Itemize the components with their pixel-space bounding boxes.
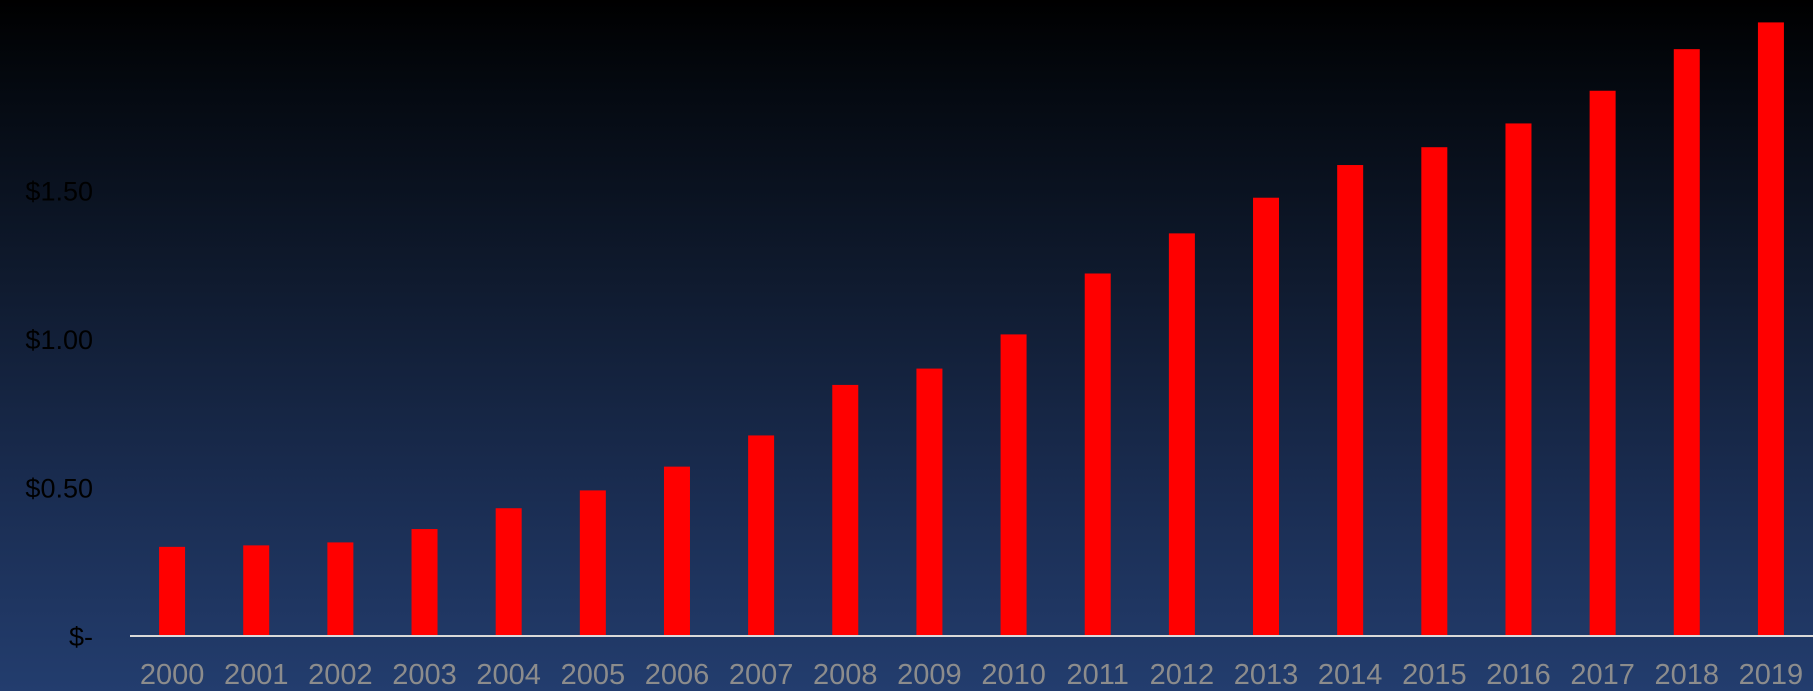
x-tick-label: 2000 <box>140 659 205 691</box>
bar <box>1757 22 1784 636</box>
x-tick-label: 2015 <box>1402 659 1467 691</box>
x-tick-label: 2007 <box>729 659 794 691</box>
bar <box>1421 147 1448 636</box>
bar <box>495 508 522 636</box>
x-tick-label: 2012 <box>1150 659 1215 691</box>
x-tick-label: 2002 <box>308 659 373 691</box>
x-tick-label: 2010 <box>981 659 1046 691</box>
x-tick-label: 2003 <box>392 659 457 691</box>
bar <box>1337 165 1364 636</box>
x-tick-label: 2016 <box>1486 659 1551 691</box>
x-tick-label: 2009 <box>897 659 962 691</box>
bar <box>832 384 859 636</box>
bar <box>243 545 270 636</box>
x-tick-label: 2019 <box>1739 659 1804 691</box>
x-tick-label: 2013 <box>1234 659 1299 691</box>
y-tick-label: $1.00 <box>25 325 93 355</box>
bar-series <box>159 22 1784 636</box>
y-axis: $- $0.50 $1.00 $1.50 <box>25 176 93 652</box>
x-tick-label: 2005 <box>561 659 626 691</box>
y-tick-label: $1.50 <box>25 176 93 206</box>
bar <box>1168 233 1195 636</box>
y-tick-label: $0.50 <box>25 473 93 503</box>
x-tick-label: 2006 <box>645 659 710 691</box>
bar <box>1589 90 1616 636</box>
bar <box>1084 273 1111 636</box>
bar <box>916 368 943 636</box>
bar <box>159 546 186 636</box>
x-tick-label: 2017 <box>1570 659 1635 691</box>
x-tick-label: 2008 <box>813 659 878 691</box>
x-tick-label: 2004 <box>476 659 541 691</box>
x-tick-label: 2011 <box>1067 659 1129 691</box>
bar <box>327 542 354 636</box>
bar <box>1505 123 1532 636</box>
bar <box>411 529 438 636</box>
bar <box>1673 49 1700 636</box>
bar <box>1000 334 1027 636</box>
y-tick-label: $- <box>69 622 93 652</box>
x-tick-label: 2001 <box>224 659 289 691</box>
bar <box>1253 197 1280 636</box>
bar <box>579 490 606 636</box>
x-tick-label: 2018 <box>1655 659 1720 691</box>
x-tick-label: 2014 <box>1318 659 1383 691</box>
x-axis: 2000 2001 2002 2003 2004 2005 2006 2007 2008 2009… <box>140 659 1803 691</box>
bar <box>748 435 775 636</box>
bar <box>663 466 690 636</box>
